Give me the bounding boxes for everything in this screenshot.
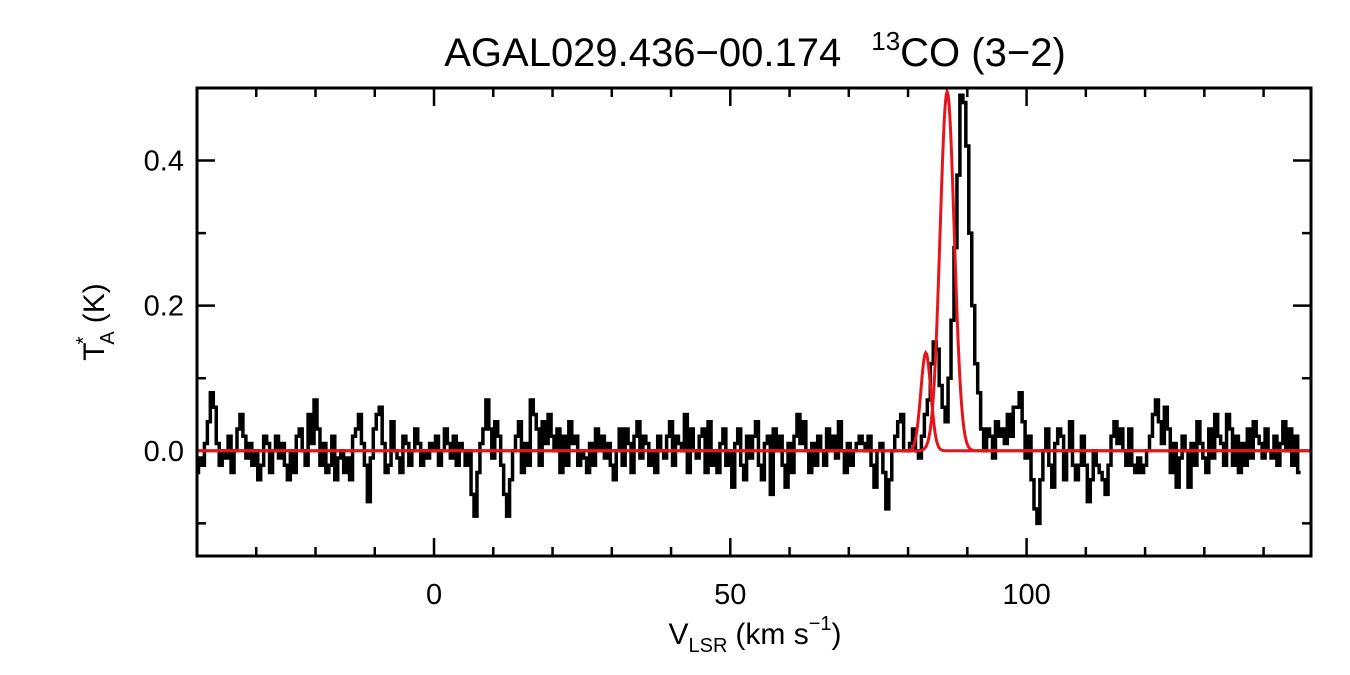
x-label-exponent: −1: [809, 613, 832, 635]
y-tick-label: 0.4: [144, 146, 184, 178]
x-axis-label: VLSR (km s−1): [668, 613, 841, 657]
gaussian-fit-2: [197, 88, 1311, 453]
title-isotope: 13: [871, 26, 900, 56]
y-label-subscript: A: [97, 331, 119, 345]
plot-frame: [195, 86, 1313, 558]
y-axis-label: T* A (K): [73, 283, 119, 360]
x-tick-label: 100: [1002, 579, 1050, 611]
x-label-units: (km s: [735, 618, 808, 651]
y-label-units: (K): [78, 283, 111, 323]
axis-ticks: [195, 86, 1311, 556]
y-tick-label: 0.2: [144, 291, 184, 323]
gaussian-fits: [197, 88, 1311, 453]
y-tick-label: 0.0: [144, 436, 184, 468]
y-label-superscript: *: [73, 336, 95, 344]
tick-labels: 0 50 100 0.0 0.2 0.4: [144, 146, 1051, 611]
title-molecule: CO (3−2): [900, 31, 1066, 75]
x-tick-label: 0: [426, 579, 442, 611]
x-label-main: V: [668, 618, 688, 651]
x-label-subscript: LSR: [688, 635, 727, 657]
x-label-close: ): [832, 618, 842, 651]
title-source: AGAL029.436−00.174: [444, 31, 841, 75]
chart-title: AGAL029.436−00.174 13CO (3−2): [444, 26, 1066, 75]
x-tick-label: 50: [714, 579, 746, 611]
y-label-main: T: [78, 342, 111, 360]
spectrum-line: [197, 93, 1301, 526]
